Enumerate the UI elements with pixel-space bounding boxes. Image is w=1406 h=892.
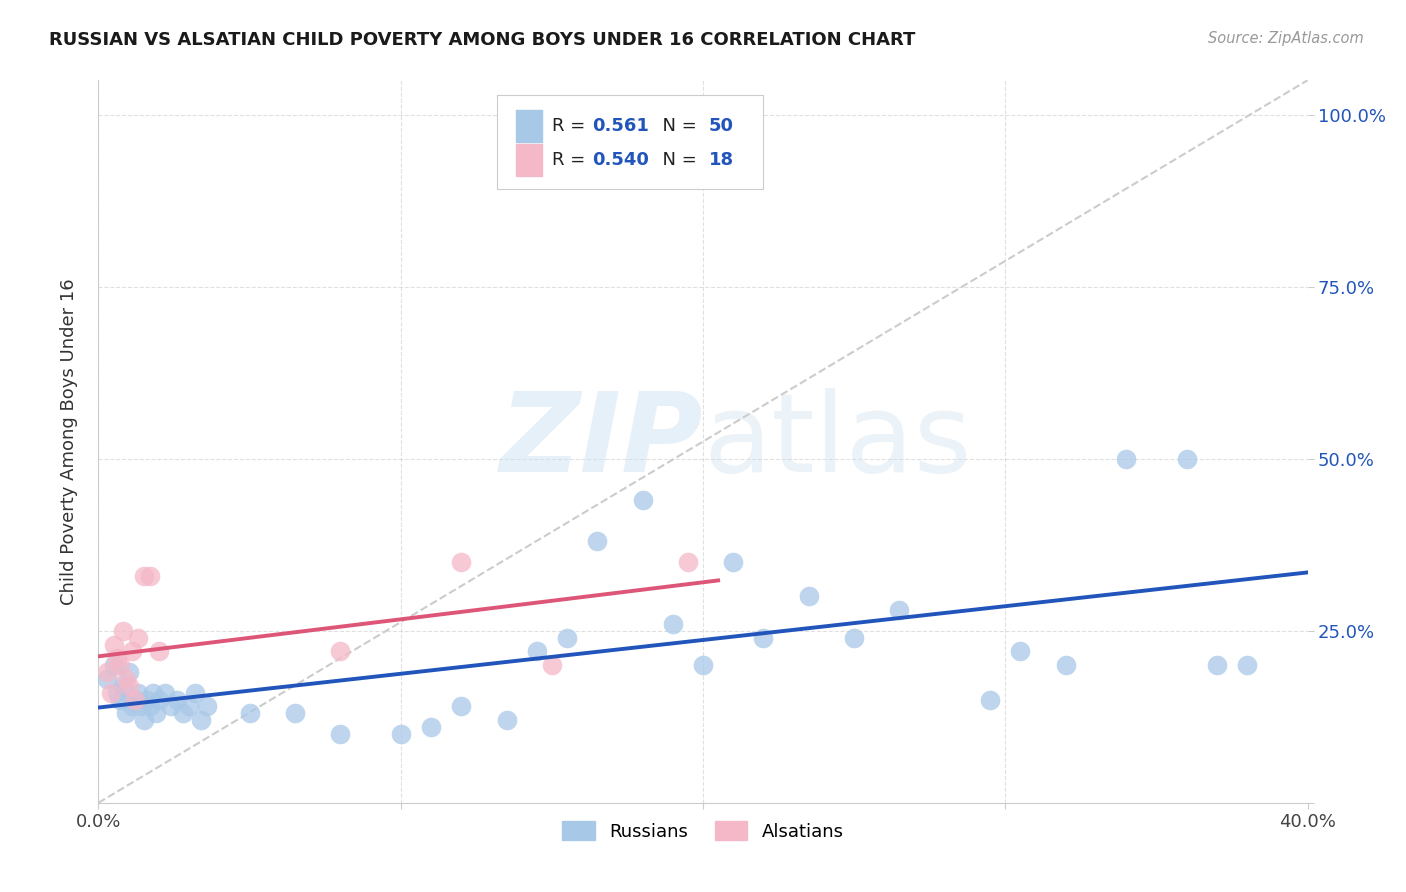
Point: [1115, 451, 1137, 466]
Point: [127, 686, 149, 700]
Legend: Russians, Alsatians: Russians, Alsatians: [555, 814, 851, 848]
Point: [124, 692, 146, 706]
Point: [450, 699, 472, 714]
Point: [96, 672, 118, 686]
Point: [111, 624, 134, 638]
Point: [135, 692, 157, 706]
Point: [329, 644, 352, 658]
Text: 0.561: 0.561: [592, 117, 648, 135]
Point: [129, 699, 152, 714]
Point: [1010, 644, 1032, 658]
Point: [723, 555, 745, 569]
Point: [979, 692, 1001, 706]
Text: 0.540: 0.540: [592, 151, 648, 169]
Point: [420, 720, 443, 734]
FancyBboxPatch shape: [516, 144, 543, 176]
Point: [284, 706, 307, 721]
Point: [172, 706, 194, 721]
Point: [889, 603, 911, 617]
Point: [555, 631, 578, 645]
Text: N =: N =: [651, 117, 703, 135]
Point: [153, 686, 176, 700]
Point: [844, 631, 866, 645]
Text: atlas: atlas: [703, 388, 972, 495]
Point: [179, 699, 201, 714]
Point: [166, 692, 188, 706]
Point: [121, 699, 143, 714]
Point: [108, 658, 131, 673]
Point: [540, 658, 562, 673]
Point: [145, 706, 167, 721]
Point: [114, 672, 136, 686]
Text: N =: N =: [651, 151, 703, 169]
Text: R =: R =: [551, 151, 591, 169]
Text: 50: 50: [709, 117, 734, 135]
Point: [752, 631, 775, 645]
FancyBboxPatch shape: [516, 110, 543, 142]
Point: [111, 679, 134, 693]
Point: [1206, 658, 1229, 673]
Point: [100, 686, 122, 700]
Point: [118, 665, 141, 679]
Point: [661, 616, 683, 631]
Point: [124, 692, 146, 706]
Text: 18: 18: [709, 151, 734, 169]
Point: [676, 555, 699, 569]
Point: [114, 706, 136, 721]
Point: [631, 493, 654, 508]
Point: [121, 644, 143, 658]
Point: [108, 692, 131, 706]
Point: [389, 727, 412, 741]
Point: [148, 644, 170, 658]
Point: [139, 568, 162, 582]
Point: [96, 665, 118, 679]
Point: [239, 706, 262, 721]
Point: [148, 692, 170, 706]
Point: [139, 699, 162, 714]
Point: [797, 590, 820, 604]
Text: R =: R =: [551, 117, 591, 135]
Point: [160, 699, 183, 714]
Point: [103, 658, 125, 673]
Point: [1175, 451, 1198, 466]
Point: [1236, 658, 1258, 673]
Y-axis label: Child Poverty Among Boys Under 16: Child Poverty Among Boys Under 16: [59, 278, 77, 605]
Point: [184, 686, 207, 700]
Point: [103, 638, 125, 652]
FancyBboxPatch shape: [498, 95, 763, 189]
Point: [195, 699, 218, 714]
Point: [329, 727, 352, 741]
Point: [142, 686, 165, 700]
Point: [105, 651, 128, 665]
Point: [190, 713, 212, 727]
Point: [450, 555, 472, 569]
Text: RUSSIAN VS ALSATIAN CHILD POVERTY AMONG BOYS UNDER 16 CORRELATION CHART: RUSSIAN VS ALSATIAN CHILD POVERTY AMONG …: [49, 31, 915, 49]
Text: ZIP: ZIP: [499, 388, 703, 495]
Point: [692, 658, 714, 673]
Point: [132, 568, 155, 582]
Point: [495, 713, 517, 727]
Point: [526, 644, 548, 658]
Point: [586, 534, 609, 549]
Point: [118, 679, 141, 693]
Point: [105, 686, 128, 700]
Point: [127, 631, 149, 645]
Point: [132, 713, 155, 727]
Text: Source: ZipAtlas.com: Source: ZipAtlas.com: [1208, 31, 1364, 46]
Point: [1054, 658, 1077, 673]
